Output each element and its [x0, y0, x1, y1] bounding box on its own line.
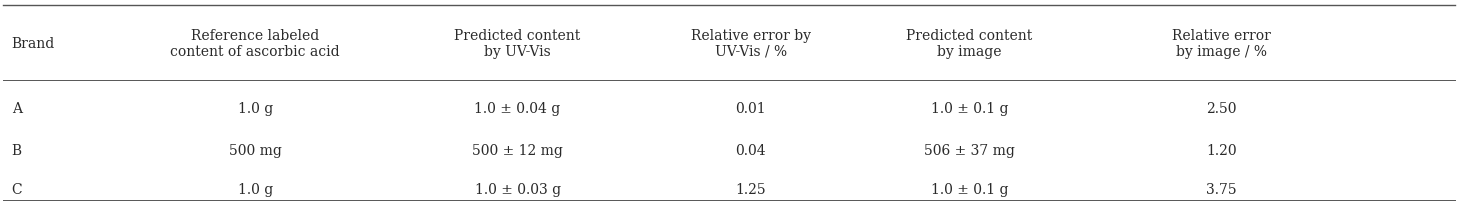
- Text: Relative error
by image / %: Relative error by image / %: [1172, 28, 1271, 58]
- Text: C: C: [12, 182, 22, 196]
- Text: 0.04: 0.04: [735, 144, 767, 157]
- Text: 0.01: 0.01: [735, 101, 767, 115]
- Text: Predicted content
by UV-Vis: Predicted content by UV-Vis: [455, 28, 580, 58]
- Text: Reference labeled
content of ascorbic acid: Reference labeled content of ascorbic ac…: [171, 28, 340, 58]
- Text: 1.0 ± 0.1 g: 1.0 ± 0.1 g: [930, 101, 1009, 115]
- Text: 2.50: 2.50: [1207, 101, 1236, 115]
- Text: 506 ± 37 mg: 506 ± 37 mg: [924, 144, 1015, 157]
- Text: 1.0 ± 0.1 g: 1.0 ± 0.1 g: [930, 182, 1009, 196]
- Text: 500 mg: 500 mg: [229, 144, 281, 157]
- Text: A: A: [12, 101, 22, 115]
- Text: 1.20: 1.20: [1206, 144, 1238, 157]
- Text: 1.0 g: 1.0 g: [238, 182, 273, 196]
- Text: 1.0 g: 1.0 g: [238, 101, 273, 115]
- Text: 500 ± 12 mg: 500 ± 12 mg: [472, 144, 563, 157]
- Text: 3.75: 3.75: [1206, 182, 1238, 196]
- Text: B: B: [12, 144, 22, 157]
- Text: 1.25: 1.25: [735, 182, 767, 196]
- Text: Relative error by
UV-Vis / %: Relative error by UV-Vis / %: [691, 28, 811, 58]
- Text: 1.0 ± 0.03 g: 1.0 ± 0.03 g: [474, 182, 561, 196]
- Text: 1.0 ± 0.04 g: 1.0 ± 0.04 g: [474, 101, 561, 115]
- Text: Brand: Brand: [12, 37, 55, 50]
- Text: Predicted content
by image: Predicted content by image: [907, 28, 1032, 58]
